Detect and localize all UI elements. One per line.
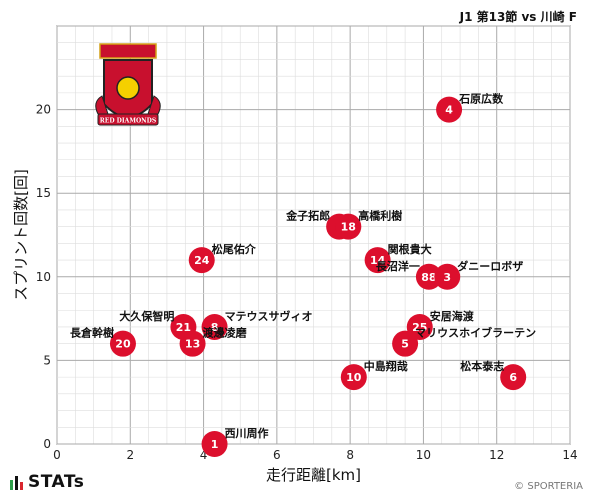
- player-name-label: 金子拓郎: [285, 209, 330, 223]
- player-marker: [364, 247, 391, 274]
- x-tick-label: 10: [416, 448, 431, 462]
- brand-bars-icon: [10, 476, 23, 490]
- player-number: 5: [401, 338, 409, 351]
- match-title: J1 第13節 vs 川崎 F: [459, 10, 577, 24]
- player-number: 20: [115, 338, 131, 351]
- y-tick-label: 0: [43, 437, 51, 451]
- y-tick-label: 10: [36, 270, 51, 284]
- player-name-label: 松本泰志: [460, 359, 504, 373]
- player-number: 21: [176, 321, 191, 334]
- emblem-wing-left: [95, 95, 109, 115]
- player-marker: [415, 263, 442, 290]
- player-number: 18: [341, 221, 356, 234]
- emblem-crown: [99, 43, 157, 59]
- emblem-ribbon-text: RED DIAMONDS: [100, 118, 156, 125]
- player-marker: [406, 313, 433, 340]
- player-name-label: 関根貴大: [388, 242, 432, 256]
- player-marker: [340, 364, 367, 391]
- player-name-label: 長倉幹樹: [70, 326, 114, 340]
- player-name-label: 松尾佑介: [212, 242, 257, 256]
- x-tick-label: 8: [346, 448, 354, 462]
- player-number: 10: [346, 371, 362, 384]
- x-tick-label: 4: [200, 448, 208, 462]
- player-markers: 4718241488321813255201061: [109, 96, 527, 457]
- emblem-ball: [116, 76, 140, 100]
- player-name-label: 中島翔哉: [364, 359, 408, 373]
- player-marker: [392, 330, 419, 357]
- x-tick-label: 14: [562, 448, 577, 462]
- player-marker: [335, 213, 362, 240]
- player-number: 24: [194, 254, 210, 267]
- x-axis-label: 走行距離[km]: [266, 466, 361, 484]
- x-tick-label: 12: [489, 448, 504, 462]
- player-name-label: ダニーロボザ: [457, 259, 523, 273]
- player-marker: [188, 247, 215, 274]
- y-tick-label: 20: [36, 103, 51, 117]
- player-number: 3: [443, 271, 451, 284]
- player-number: 25: [412, 321, 427, 334]
- player-name-label: 高橋利樹: [358, 209, 402, 223]
- emblem-wing-right: [147, 95, 161, 115]
- y-axis-label: スプリント回数[回]: [12, 169, 30, 301]
- urawa-reds-emblem: RED DIAMONDS: [95, 43, 161, 126]
- x-tick-label: 2: [126, 448, 134, 462]
- player-name-label: 安居海渡: [430, 309, 475, 323]
- y-tick-label: 15: [36, 186, 51, 200]
- brand-text: STATs: [28, 472, 85, 492]
- grid: [56, 25, 571, 445]
- player-number: 13: [185, 338, 200, 351]
- emblem-ribbon: [97, 113, 159, 126]
- player-marker: [179, 330, 206, 357]
- player-number: 1: [211, 438, 219, 451]
- player-marker: [201, 313, 228, 340]
- player-name-label: 大久保智明: [119, 309, 174, 323]
- y-tick-label: 5: [43, 353, 51, 367]
- player-name-label: 渡邊凌磨: [203, 326, 248, 340]
- player-number: 88: [421, 271, 436, 284]
- stats-brand: STATs: [10, 472, 84, 492]
- player-name-label: 石原広数: [458, 92, 504, 106]
- player-name-label: マテウスサヴィオ: [225, 309, 313, 323]
- player-marker: [109, 330, 136, 357]
- x-tick-label: 6: [273, 448, 281, 462]
- player-number: 8: [211, 321, 219, 334]
- player-number: 6: [509, 371, 517, 384]
- player-name-label: マリウスホイブラーテン: [415, 326, 536, 340]
- player-number: 4: [445, 104, 453, 117]
- player-marker: [201, 431, 228, 457]
- player-name-label: 長沼洋一: [376, 259, 420, 273]
- player-name-label: 西川周作: [225, 426, 269, 440]
- player-number: 14: [370, 254, 386, 267]
- credit: © SPORTERIA: [514, 481, 583, 492]
- x-tick-label: 0: [53, 448, 61, 462]
- player-marker: [436, 96, 463, 123]
- player-marker: [500, 364, 527, 391]
- player-marker: [434, 263, 461, 290]
